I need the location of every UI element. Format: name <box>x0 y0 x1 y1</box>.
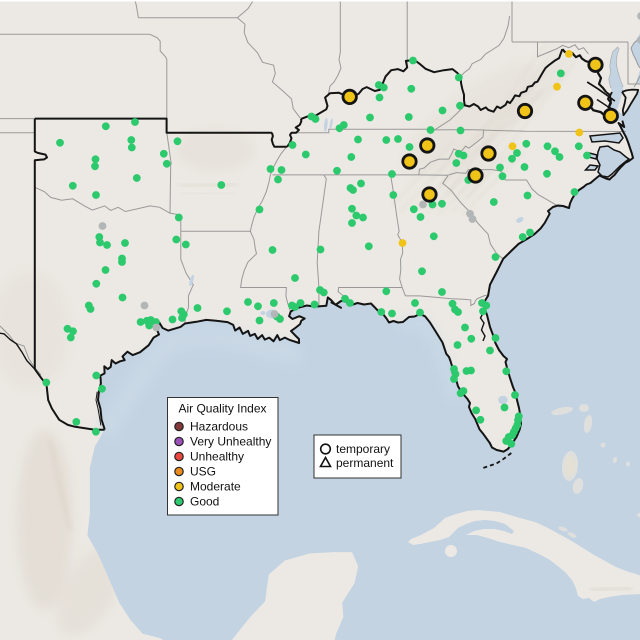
svg-text:permanent: permanent <box>336 456 394 470</box>
svg-text:temporary: temporary <box>336 442 390 456</box>
svg-text:Unhealthy: Unhealthy <box>190 450 244 464</box>
svg-text:Hazardous: Hazardous <box>190 420 248 434</box>
svg-text:Very Unhealthy: Very Unhealthy <box>190 435 271 449</box>
svg-text:Good: Good <box>190 495 219 509</box>
svg-text:Moderate: Moderate <box>190 480 241 494</box>
svg-text:USG: USG <box>190 465 216 479</box>
svg-text:Air Quality Index: Air Quality Index <box>178 402 266 416</box>
